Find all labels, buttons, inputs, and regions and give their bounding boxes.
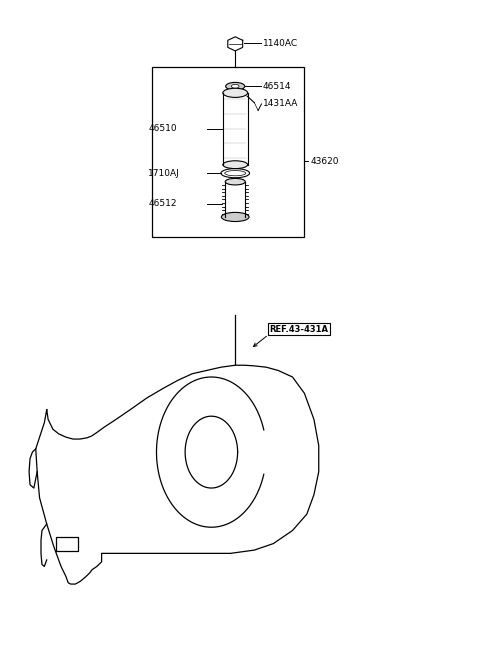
Ellipse shape xyxy=(225,178,245,185)
Ellipse shape xyxy=(221,213,249,222)
Text: 43620: 43620 xyxy=(311,157,339,166)
Text: 46510: 46510 xyxy=(148,124,177,133)
Ellipse shape xyxy=(223,161,248,169)
Text: 46514: 46514 xyxy=(263,82,291,91)
Text: 1140AC: 1140AC xyxy=(263,39,298,49)
Text: REF.43-431A: REF.43-431A xyxy=(270,325,329,334)
Ellipse shape xyxy=(231,85,239,89)
Bar xyxy=(152,67,304,237)
Text: 1710AJ: 1710AJ xyxy=(148,169,180,178)
Ellipse shape xyxy=(223,89,248,97)
Ellipse shape xyxy=(226,83,245,91)
Text: 1431AA: 1431AA xyxy=(263,100,298,108)
Text: 46512: 46512 xyxy=(148,199,177,209)
